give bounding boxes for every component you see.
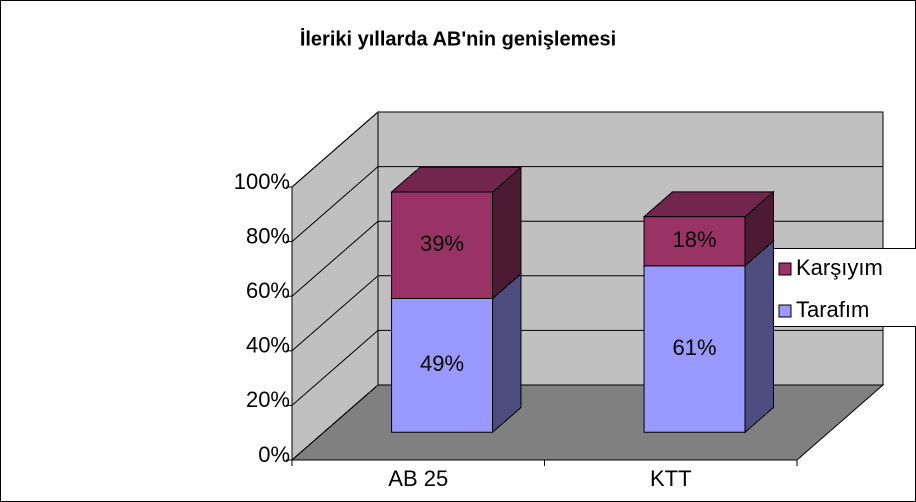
x-tick-label: KTT	[650, 466, 692, 491]
legend-label: Tarafım	[796, 297, 869, 322]
y-tick-label: 60%	[246, 278, 290, 303]
data-label: 49%	[420, 351, 464, 376]
bar	[391, 297, 494, 433]
y-tick-label: 100%	[234, 169, 290, 194]
y-tick-label: 80%	[246, 223, 290, 248]
grid-line	[291, 166, 883, 242]
legend-box	[773, 248, 916, 327]
floor	[290, 384, 885, 461]
bar-side	[744, 239, 774, 434]
legend-label: Karşıyım	[796, 255, 883, 280]
legend-swatch	[778, 304, 792, 318]
y-tick-label: 40%	[246, 333, 290, 358]
bar	[643, 265, 746, 433]
bar-top	[390, 166, 523, 193]
y-tick-label: 0%	[258, 442, 290, 467]
bar-side	[492, 272, 522, 434]
x-tick-label: AB 25	[388, 466, 448, 491]
chart-title: İleriki yıllarda AB'nin genişlemesi	[300, 27, 616, 50]
data-label: 18%	[673, 227, 717, 252]
bar-top	[642, 191, 775, 218]
bar	[643, 216, 746, 267]
grid-line	[291, 111, 883, 188]
y-tick-label: 20%	[246, 387, 290, 412]
data-label: 61%	[673, 335, 717, 360]
legend-swatch	[778, 262, 792, 276]
data-label: 39%	[420, 231, 464, 256]
